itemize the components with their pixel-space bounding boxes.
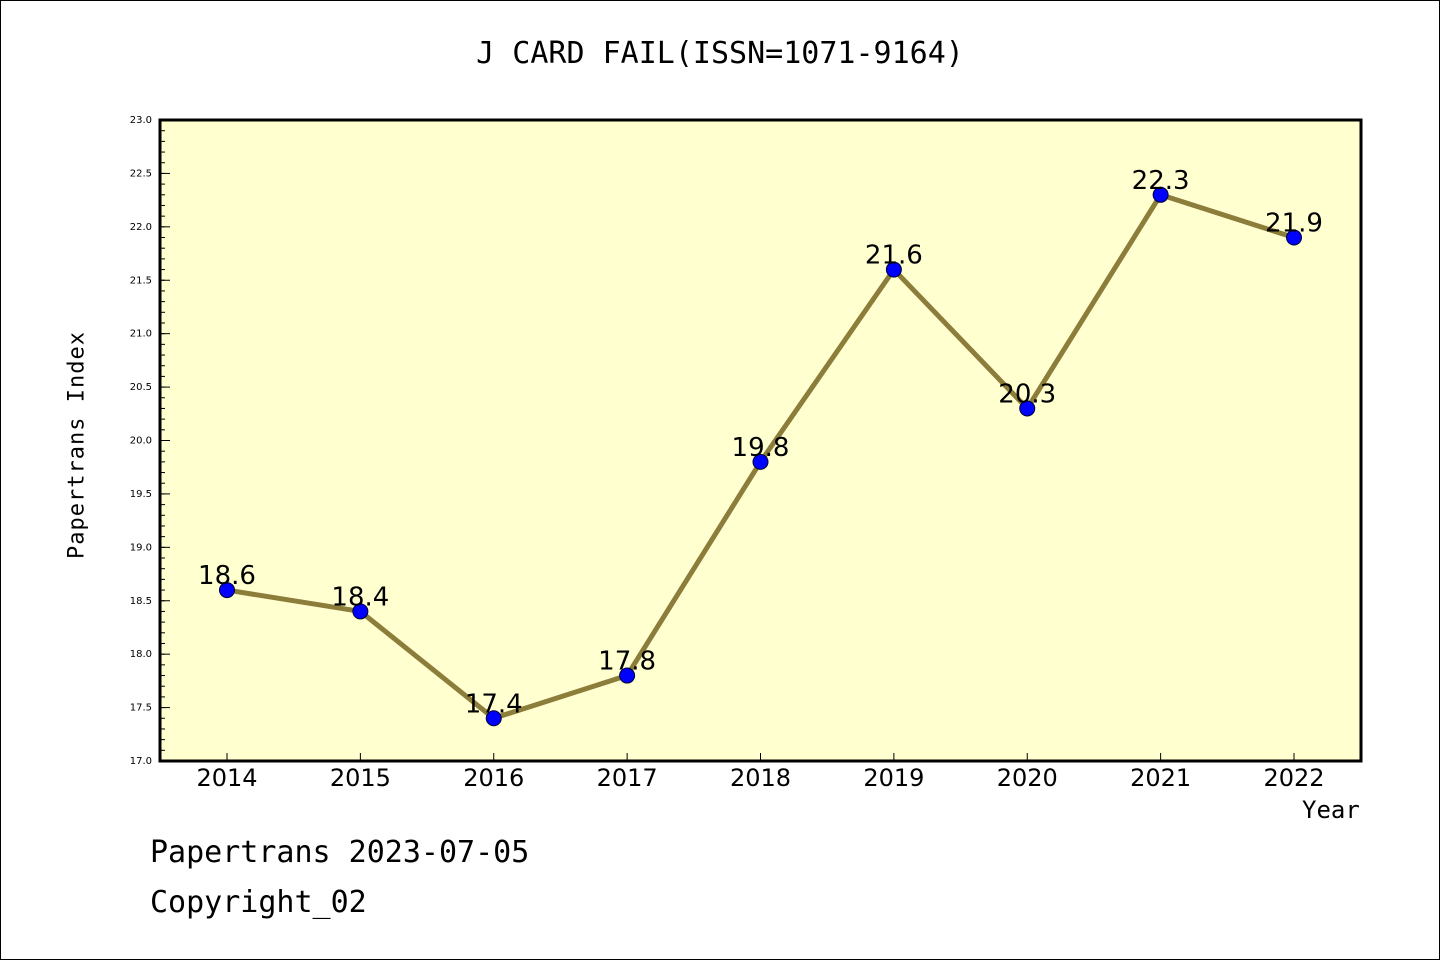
x-tick-label: 2022 bbox=[1263, 764, 1324, 792]
y-tick-label: 18.5 bbox=[130, 596, 152, 607]
series-line-group bbox=[219, 186, 1302, 727]
x-tick-label: 2017 bbox=[597, 764, 658, 792]
x-axis-label: Year bbox=[1302, 796, 1360, 824]
data-label: 21.9 bbox=[1265, 209, 1323, 239]
y-tick-label: 20.0 bbox=[130, 436, 152, 447]
y-tick-label: 23.0 bbox=[130, 115, 152, 126]
x-axis-ticks: 2014 2015 2016 2017 2018 2019 2020 2021 2022 bbox=[196, 753, 1325, 792]
chart-title: J CARD FAIL(ISSN=1071-9164) bbox=[476, 36, 964, 71]
data-label: 18.6 bbox=[198, 561, 256, 591]
data-labels-group: 18.6 18.4 17.4 17.8 19.8 21.6 20.3 22.3 21.9 bbox=[198, 166, 1323, 719]
y-tick-label: 21.5 bbox=[130, 275, 152, 286]
x-tick-label: 2016 bbox=[463, 764, 524, 792]
data-point bbox=[885, 261, 902, 278]
y-tick-label: 21.0 bbox=[130, 329, 152, 340]
y-tick-label: 22.0 bbox=[130, 222, 152, 233]
y-tick-label: 20.5 bbox=[130, 382, 152, 393]
data-point bbox=[619, 667, 636, 684]
data-point bbox=[1286, 229, 1302, 246]
data-point bbox=[1152, 186, 1169, 203]
y-tick-label: 18.0 bbox=[130, 649, 152, 660]
data-label: 20.3 bbox=[998, 379, 1056, 409]
data-point bbox=[352, 603, 369, 620]
y-tick-label: 19.0 bbox=[130, 542, 152, 553]
plot-area bbox=[160, 120, 1361, 761]
data-label: 18.4 bbox=[331, 582, 389, 612]
data-point bbox=[485, 710, 502, 727]
data-label: 17.8 bbox=[598, 647, 656, 677]
x-tick-label: 2018 bbox=[730, 764, 791, 792]
x-tick-label: 2021 bbox=[1130, 764, 1191, 792]
data-label: 22.3 bbox=[1132, 166, 1190, 196]
y-tick-label: 22.5 bbox=[130, 168, 152, 179]
data-point bbox=[219, 582, 235, 599]
data-label: 17.4 bbox=[465, 689, 523, 719]
plot-border bbox=[158, 118, 1363, 763]
footer-copyright: Copyright_02 bbox=[150, 885, 367, 920]
x-tick-label: 2019 bbox=[863, 764, 924, 792]
y-tick-label: 17.0 bbox=[130, 756, 152, 767]
data-label: 21.6 bbox=[865, 241, 923, 271]
y-tick-label: 17.5 bbox=[130, 703, 152, 714]
data-label: 19.8 bbox=[732, 433, 790, 463]
data-point bbox=[752, 453, 769, 470]
y-tick-label: 19.5 bbox=[130, 489, 152, 500]
x-tick-label: 2020 bbox=[997, 764, 1058, 792]
footer-date: Papertrans 2023-07-05 bbox=[150, 835, 530, 870]
x-tick-label: 2014 bbox=[196, 764, 257, 792]
x-tick-label: 2015 bbox=[330, 764, 391, 792]
data-point bbox=[1019, 400, 1036, 417]
